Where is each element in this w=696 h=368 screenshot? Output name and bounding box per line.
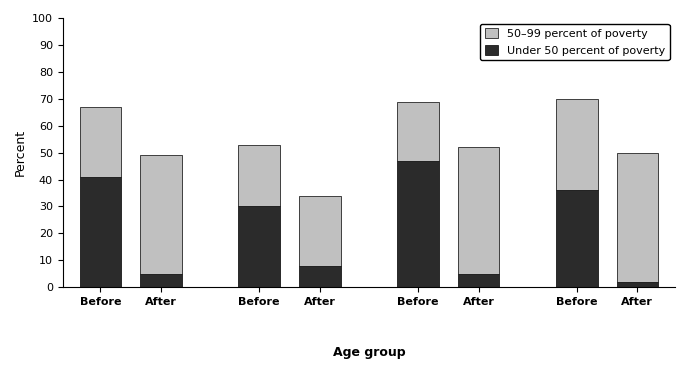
Bar xyxy=(299,266,340,287)
Bar xyxy=(397,102,438,161)
Bar xyxy=(140,155,182,274)
X-axis label: Age group: Age group xyxy=(333,346,405,359)
Bar xyxy=(617,282,658,287)
Y-axis label: Percent: Percent xyxy=(13,129,26,176)
Bar xyxy=(79,177,121,287)
Bar xyxy=(299,196,340,266)
Bar xyxy=(79,107,121,177)
Bar xyxy=(458,147,499,274)
Bar xyxy=(617,153,658,282)
Legend: 50–99 percent of poverty, Under 50 percent of poverty: 50–99 percent of poverty, Under 50 perce… xyxy=(480,24,670,60)
Bar xyxy=(239,206,280,287)
Bar xyxy=(458,274,499,287)
Bar xyxy=(140,274,182,287)
Bar xyxy=(556,99,598,190)
Bar xyxy=(239,145,280,206)
Bar xyxy=(556,190,598,287)
Bar xyxy=(397,161,438,287)
